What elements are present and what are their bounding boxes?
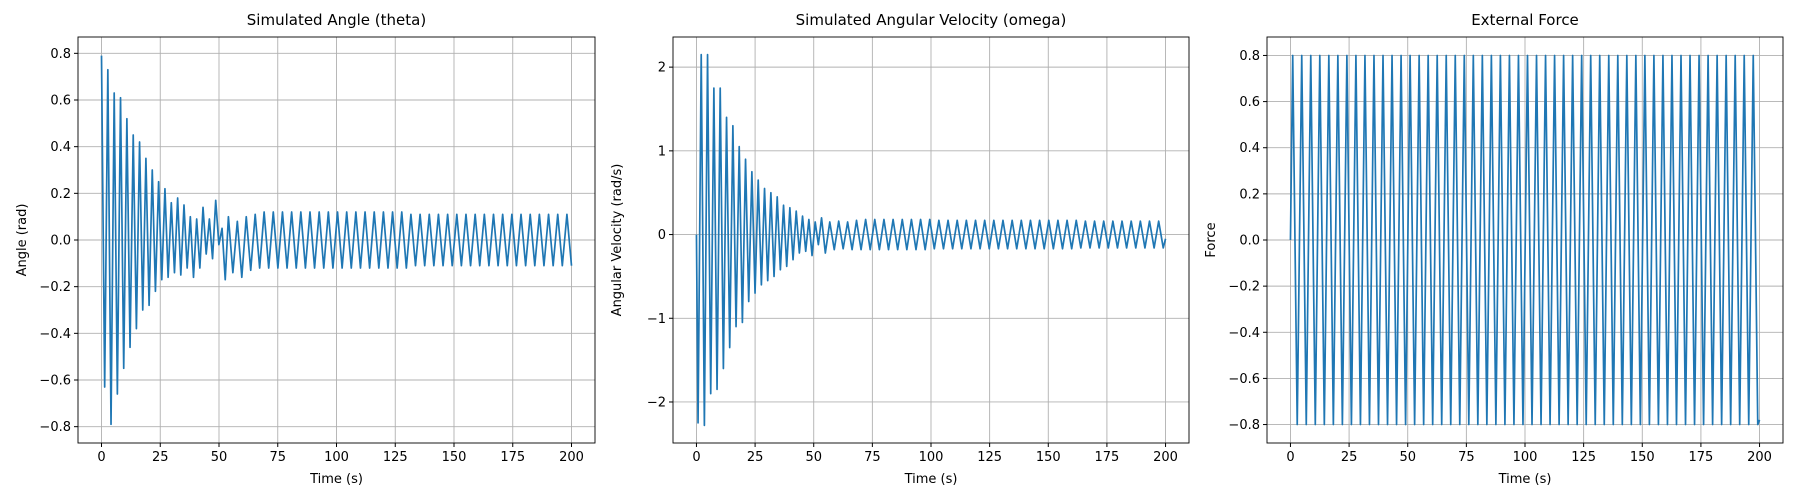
- y-tick-label: 0.6: [50, 94, 71, 109]
- y-tick-label: 0.8: [50, 47, 71, 62]
- x-tick-label: 25: [1341, 450, 1358, 465]
- x-tick-label: 175: [1688, 450, 1713, 465]
- x-tick-label: 50: [805, 450, 822, 465]
- y-tick-label: 0.2: [50, 187, 71, 202]
- x-tick-label: 125: [383, 450, 408, 465]
- y-tick-label: 0.0: [50, 234, 71, 249]
- x-tick-label: 75: [269, 450, 286, 465]
- x-tick-label: 25: [747, 450, 764, 465]
- y-tick-label: −0.2: [1228, 280, 1260, 295]
- y-tick-label: 0.4: [50, 140, 71, 155]
- y-tick-label: 0.2: [1239, 187, 1260, 202]
- y-tick-label: −0.2: [39, 280, 71, 295]
- x-axis-label: Time (s): [904, 472, 958, 487]
- y-axis-label: Angular Velocity (rad/s): [610, 164, 625, 317]
- y-tick-label: −0.6: [39, 374, 71, 389]
- x-tick-label: 125: [1571, 450, 1596, 465]
- x-tick-label: 0: [692, 450, 700, 465]
- x-tick-label: 175: [500, 450, 525, 465]
- y-tick-label: −0.8: [39, 420, 71, 435]
- x-tick-label: 200: [1153, 450, 1178, 465]
- x-axis-label: Time (s): [309, 472, 363, 487]
- y-tick-label: 2: [658, 61, 666, 76]
- x-tick-label: 125: [977, 450, 1002, 465]
- y-tick-label: 0.8: [1239, 49, 1260, 64]
- y-tick-label: −0.4: [39, 327, 71, 342]
- x-axis-label: Time (s): [1498, 472, 1552, 487]
- data-line: [695, 53, 1167, 427]
- y-tick-label: 1: [658, 144, 666, 159]
- y-tick-label: 0.6: [1239, 95, 1260, 110]
- axes-frame: [672, 36, 1190, 444]
- y-axis-label: Angle (rad): [15, 204, 30, 277]
- subplot: Simulated Angle (theta) Time (s) Angle (ra…: [15, 11, 596, 487]
- x-tick-label: 50: [211, 450, 228, 465]
- subplot-title: Simulated Angular Velocity (omega): [796, 11, 1067, 29]
- axes-frame: [1266, 36, 1784, 444]
- y-tick-label: −1: [647, 312, 666, 327]
- x-tick-label: 25: [152, 450, 169, 465]
- y-tick-label: 0: [658, 228, 666, 243]
- subplot: External Force Time (s) Force 0 25 50 75 100 125…: [1204, 11, 1784, 487]
- axes-frame: [77, 36, 596, 444]
- subplot-title: External Force: [1471, 11, 1579, 29]
- x-tick-label: 100: [1513, 450, 1538, 465]
- y-tick-label: −0.8: [1228, 418, 1260, 433]
- x-tick-label: 150: [442, 450, 467, 465]
- data-line: [1289, 54, 1761, 426]
- y-tick-label: −0.4: [1228, 326, 1260, 341]
- x-tick-label: 200: [1747, 450, 1772, 465]
- x-tick-label: 150: [1630, 450, 1655, 465]
- subplot-title: Simulated Angle (theta): [247, 11, 426, 29]
- y-tick-label: 0.0: [1239, 234, 1260, 249]
- x-tick-label: 100: [919, 450, 944, 465]
- x-tick-label: 0: [1286, 450, 1294, 465]
- x-tick-label: 50: [1399, 450, 1416, 465]
- x-tick-label: 100: [324, 450, 349, 465]
- y-tick-label: −0.6: [1228, 372, 1260, 387]
- x-tick-label: 0: [97, 450, 105, 465]
- x-tick-label: 200: [559, 450, 584, 465]
- x-tick-label: 75: [864, 450, 881, 465]
- data-line: [100, 55, 573, 426]
- subplot: Simulated Angular Velocity (omega) Time (…: [610, 11, 1190, 487]
- y-tick-label: −2: [647, 395, 666, 410]
- x-tick-label: 150: [1036, 450, 1061, 465]
- y-tick-label: 0.4: [1239, 141, 1260, 156]
- x-tick-label: 75: [1458, 450, 1475, 465]
- y-axis-label: Force: [1204, 222, 1219, 257]
- x-tick-label: 175: [1094, 450, 1119, 465]
